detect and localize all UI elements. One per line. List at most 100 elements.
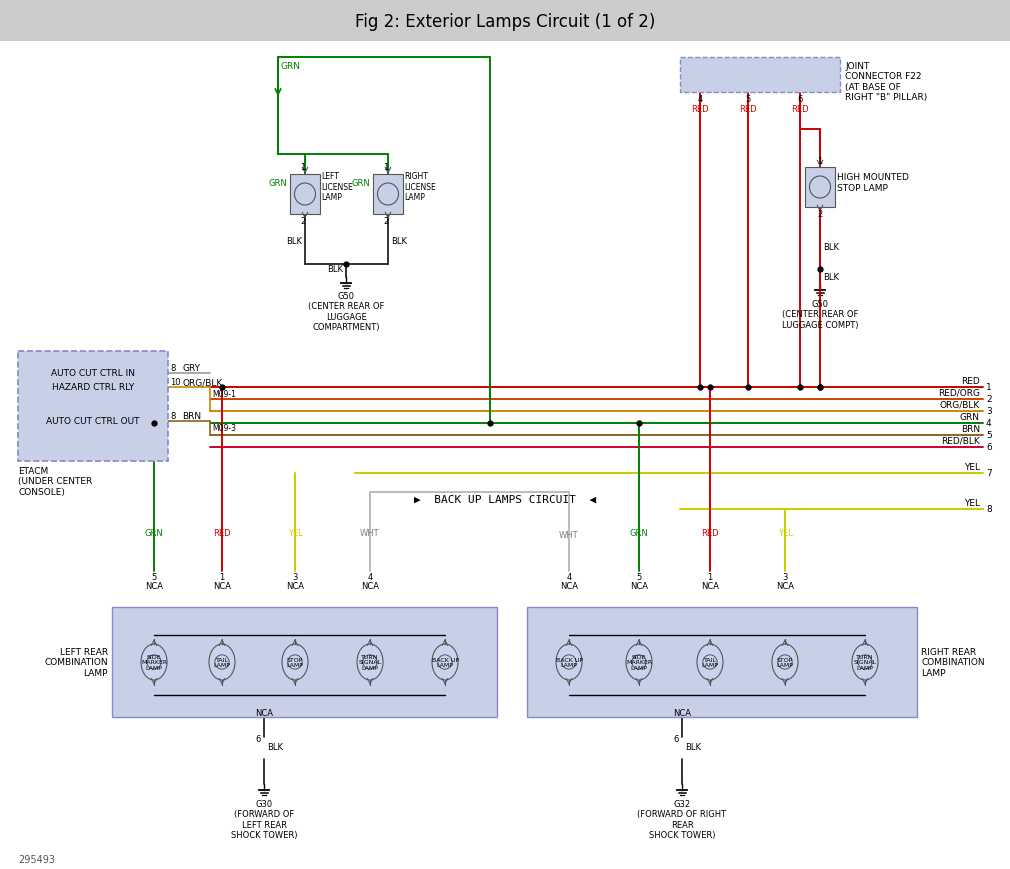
Text: 2: 2 — [817, 209, 822, 219]
Text: BLK: BLK — [327, 265, 343, 275]
Text: BRN: BRN — [182, 412, 201, 421]
FancyBboxPatch shape — [112, 607, 497, 717]
Text: HAZARD CTRL RLY: HAZARD CTRL RLY — [52, 383, 134, 392]
Ellipse shape — [141, 644, 167, 680]
Text: Fig 2: Exterior Lamps Circuit (1 of 2): Fig 2: Exterior Lamps Circuit (1 of 2) — [355, 13, 655, 31]
Text: M09-3: M09-3 — [212, 423, 236, 433]
Ellipse shape — [852, 644, 878, 680]
Text: BLK: BLK — [823, 273, 839, 282]
Text: 1: 1 — [219, 573, 224, 581]
Text: 4: 4 — [368, 573, 373, 581]
Circle shape — [363, 655, 377, 669]
Ellipse shape — [772, 644, 798, 680]
Text: 6: 6 — [797, 95, 803, 104]
Text: NCA: NCA — [701, 581, 719, 590]
Text: 6: 6 — [256, 734, 261, 744]
Text: RIGHT
LICENSE
LAMP: RIGHT LICENSE LAMP — [404, 172, 435, 202]
Text: ORG/BLK: ORG/BLK — [939, 401, 980, 409]
Text: YEL: YEL — [964, 499, 980, 507]
Text: BRN: BRN — [961, 425, 980, 434]
Circle shape — [778, 655, 792, 669]
Circle shape — [703, 655, 717, 669]
Text: 3: 3 — [986, 407, 992, 416]
Text: NCA: NCA — [361, 581, 379, 590]
Text: 6: 6 — [674, 734, 679, 744]
FancyBboxPatch shape — [373, 175, 403, 215]
Text: 1: 1 — [986, 383, 992, 392]
Text: GRN: GRN — [960, 413, 980, 421]
Text: RED: RED — [791, 105, 809, 114]
Text: GRY: GRY — [182, 364, 200, 373]
Text: RED: RED — [213, 528, 231, 537]
Text: BLK: BLK — [286, 237, 302, 246]
Text: 4: 4 — [986, 419, 992, 428]
Text: TURN
SIGNAL
LAMP: TURN SIGNAL LAMP — [359, 654, 382, 671]
Text: ETACM
(UNDER CENTER
CONSOLE): ETACM (UNDER CENTER CONSOLE) — [18, 467, 92, 496]
Text: JOINT
CONNECTOR F22
(AT BASE OF
RIGHT "B" PILLAR): JOINT CONNECTOR F22 (AT BASE OF RIGHT "B… — [845, 62, 927, 102]
Text: YEL: YEL — [778, 528, 793, 537]
Text: 4: 4 — [567, 573, 572, 581]
Text: AUTO CUT CTRL OUT: AUTO CUT CTRL OUT — [46, 417, 139, 426]
Text: NCA: NCA — [145, 581, 163, 590]
Text: GRN: GRN — [629, 528, 648, 537]
Text: WHT: WHT — [560, 530, 579, 540]
Text: G30
(FORWARD OF
LEFT REAR
SHOCK TOWER): G30 (FORWARD OF LEFT REAR SHOCK TOWER) — [230, 799, 297, 839]
Text: BLK: BLK — [391, 237, 407, 246]
Text: 8: 8 — [986, 505, 992, 514]
Text: G50
(CENTER REAR OF
LUGGAGE
COMPARTMENT): G50 (CENTER REAR OF LUGGAGE COMPARTMENT) — [308, 292, 384, 332]
Text: 295493: 295493 — [18, 854, 55, 864]
Text: 5: 5 — [745, 95, 750, 104]
Text: NCA: NCA — [213, 581, 231, 590]
FancyBboxPatch shape — [0, 42, 1010, 869]
Text: ORG/BLK: ORG/BLK — [182, 378, 222, 387]
Text: RED/ORG: RED/ORG — [938, 388, 980, 397]
Ellipse shape — [697, 644, 723, 680]
Text: RED: RED — [701, 528, 719, 537]
Text: AUTO CUT CTRL IN: AUTO CUT CTRL IN — [50, 369, 135, 378]
Text: BLK: BLK — [685, 743, 701, 752]
Text: ▶  BACK UP LAMPS CIRCUIT  ◀: ▶ BACK UP LAMPS CIRCUIT ◀ — [414, 494, 596, 504]
Text: GRN: GRN — [269, 178, 287, 188]
Text: 4: 4 — [697, 95, 703, 104]
Text: TAIL
LAMP: TAIL LAMP — [213, 657, 230, 667]
Circle shape — [632, 655, 646, 669]
Circle shape — [562, 655, 576, 669]
Text: 1: 1 — [300, 163, 306, 172]
Text: HIGH MOUNTED
STOP LAMP: HIGH MOUNTED STOP LAMP — [837, 173, 909, 192]
Text: 1: 1 — [817, 156, 822, 166]
Text: 5: 5 — [636, 573, 641, 581]
Text: NCA: NCA — [630, 581, 648, 590]
Text: 8: 8 — [170, 412, 176, 421]
Text: 6: 6 — [986, 443, 992, 452]
FancyBboxPatch shape — [527, 607, 917, 717]
Text: 2: 2 — [384, 216, 389, 226]
Text: 8: 8 — [170, 364, 176, 373]
Text: SIDE
MARKER
LAMP: SIDE MARKER LAMP — [626, 654, 652, 671]
Circle shape — [857, 655, 873, 669]
Text: 10: 10 — [170, 378, 181, 387]
Ellipse shape — [626, 644, 652, 680]
Text: NCA: NCA — [286, 581, 304, 590]
Text: 1: 1 — [384, 163, 389, 172]
Text: 2: 2 — [986, 395, 992, 404]
Text: 3: 3 — [292, 573, 298, 581]
Ellipse shape — [378, 183, 399, 206]
Text: 1: 1 — [707, 573, 713, 581]
FancyBboxPatch shape — [18, 352, 168, 461]
Text: 2: 2 — [300, 216, 306, 226]
Text: RED: RED — [691, 105, 709, 114]
Text: NCA: NCA — [776, 581, 794, 590]
Circle shape — [215, 655, 229, 669]
Text: YEL: YEL — [288, 528, 302, 537]
Text: RIGHT REAR
COMBINATION
LAMP: RIGHT REAR COMBINATION LAMP — [921, 647, 985, 677]
Text: TAIL
LAMP: TAIL LAMP — [702, 657, 718, 667]
Text: STOP
LAMP: STOP LAMP — [287, 657, 303, 667]
Ellipse shape — [209, 644, 235, 680]
Text: BLK: BLK — [267, 743, 283, 752]
Text: 5: 5 — [986, 431, 992, 440]
Text: GRN: GRN — [280, 62, 300, 71]
Text: LEFT
LICENSE
LAMP: LEFT LICENSE LAMP — [321, 172, 352, 202]
Text: BACK UP
LAMP: BACK UP LAMP — [556, 657, 583, 667]
FancyBboxPatch shape — [290, 175, 320, 215]
Ellipse shape — [556, 644, 582, 680]
